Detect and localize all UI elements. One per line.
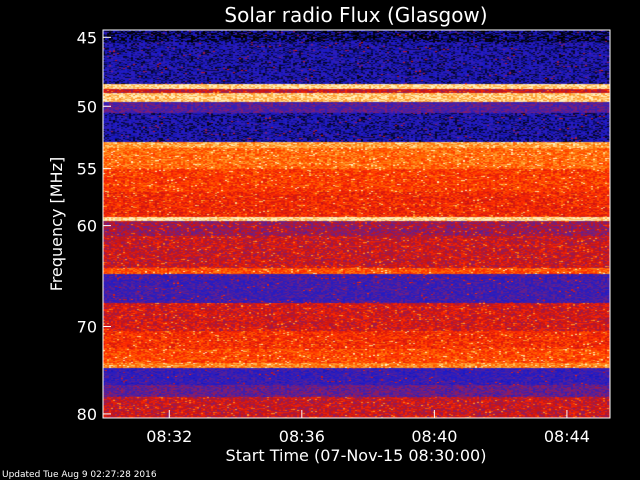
- y-tick-label: 80: [77, 405, 97, 424]
- x-tick-label: 08:36: [279, 427, 325, 446]
- spectrogram-image: [103, 30, 610, 418]
- x-tick-label: 08:32: [146, 427, 192, 446]
- x-tick-label: 08:44: [544, 427, 590, 446]
- y-axis-label: Frequency [MHz]: [47, 157, 66, 291]
- x-tick-label: 08:40: [411, 427, 457, 446]
- updated-timestamp: Updated Tue Aug 9 02:27:28 2016: [2, 470, 157, 480]
- spectrogram-plot: [103, 30, 610, 418]
- y-tick-label: 60: [77, 217, 97, 236]
- y-tick-label: 50: [77, 97, 97, 116]
- y-tick-label: 70: [77, 318, 97, 337]
- y-axis-ticks: 45 50 55 60 70 80: [77, 28, 111, 424]
- axes: [102, 29, 611, 419]
- y-tick-label: 55: [77, 160, 97, 179]
- plot-frame: [102, 29, 611, 419]
- y-tick-label: 45: [77, 28, 97, 47]
- x-axis-label: Start Time (07-Nov-15 08:30:00): [226, 446, 487, 465]
- x-axis-ticks: 08:32 08:36 08:40 08:44: [146, 410, 590, 446]
- chart-title: Solar radio Flux (Glasgow): [224, 3, 487, 27]
